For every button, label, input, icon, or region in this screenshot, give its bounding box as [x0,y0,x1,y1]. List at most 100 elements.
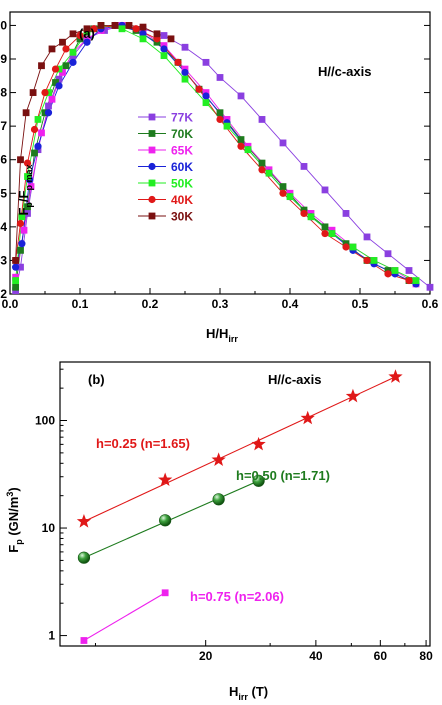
data-point-50k [18,213,26,221]
data-point-77k [216,74,224,81]
data-point-50k [202,99,210,107]
x-tick-label-a: 0.3 [212,297,229,311]
legend-marker-70k [148,130,156,137]
series-label-h050: h=0.50 (n=1.71) [236,468,330,483]
y-axis-label-b: Fp (GN/m3) [5,487,24,552]
tick-labels-b: 20 40 60 80 1 10 100 [35,414,433,663]
data-point-h-0-50-n-1-71 [252,474,265,487]
data-point-h-0-75-n-2-06 [80,637,88,644]
data-point-70k [31,149,38,157]
data-point-70k [216,109,224,117]
data-point-h-0-25-n-1-65 [345,388,361,403]
data-point-40k [76,31,84,40]
data-point-70k [52,79,59,86]
data-point-30k [111,22,119,29]
data-point-50k [307,213,315,221]
data-point-30k [167,35,175,43]
data-point-40k [62,45,70,53]
data-point-40k [237,142,245,150]
x-tick-label-b: 80 [419,649,433,663]
data-point-50k [223,122,231,130]
data-point-h-0-25-n-1-65 [388,369,403,383]
data-point-60k [69,58,77,66]
data-point-40k [23,159,32,167]
x-axis-label-a-main: H/H [206,326,228,341]
data-point-50k [265,169,273,177]
data-point-30k [139,23,147,31]
y-axis-label-a-s1: p [24,202,34,208]
y-tick-label-a: 0.6 [0,153,7,167]
y-axis-label-a-s2: p max [24,164,34,190]
data-point-70k [62,62,70,70]
data-point-77k [405,267,413,274]
series-line-40k [15,24,410,281]
legend-label-70k: 70K [171,127,193,141]
data-point-77k [160,32,168,39]
legend-marker-65k [148,146,156,154]
series-points-b [76,369,403,644]
data-point-40k [279,189,287,197]
data-point-h-0-25-n-1-65 [211,452,226,466]
data-point-65k [20,226,28,234]
legend-label-50k: 50K [171,177,193,191]
data-point-50k [412,277,420,284]
data-point-70k [24,203,31,211]
tick-marks-b [60,368,427,646]
fit-line-h-0-75-n-2-06 [83,592,166,641]
x-tick-label-a: 0.5 [352,297,369,311]
data-point-77k [363,233,371,241]
x-axis-label-b-sub: irr [238,692,248,702]
tick-marks-a [9,24,431,295]
x-axis-label-b: Hirr (T) [229,684,268,702]
data-point-40k [321,229,329,238]
data-point-30k [17,156,24,164]
data-point-70k [17,246,24,254]
x-axis-label-a: H/Hirr [206,326,238,344]
data-point-h-0-25-n-1-65 [300,410,315,425]
data-point-30k [38,62,45,70]
data-point-40k [132,25,140,33]
data-point-60k [34,142,42,150]
data-point-h-0-50-n-1-71 [212,493,225,506]
data-point-50k [286,193,294,201]
y-tick-label-a: 0.3 [0,253,7,267]
data-point-60k [44,109,53,117]
x-tick-label-a: 0.2 [142,297,159,311]
data-point-70k [237,136,245,143]
data-point-h-0-25-n-1-65 [251,436,266,451]
data-point-30k [12,257,19,264]
legend-label-65k: 65K [171,144,193,158]
data-point-77k [342,210,350,217]
legend-marker-50k [148,179,156,187]
data-point-50k [181,75,189,83]
data-point-h-0-50-n-1-71 [77,551,91,564]
y-axis-label-a-p2: /F [16,190,31,202]
data-point-40k [16,219,25,228]
y-tick-label-a: 0.7 [0,119,7,133]
y-axis-label-b-sup: 3 [5,492,15,497]
panel-a: 0.0 0.1 0.2 0.3 0.4 0.5 0.6 0.2 0.3 0.4 0.5 0.6 0.7 0… [0,11,439,344]
data-point-65k [48,95,56,103]
y-tick-label-a: 0.8 [0,86,7,100]
x-axis-label-a-sub: irr [228,334,238,344]
y-axis-label-a: Fp/Fp max [16,164,34,215]
data-point-h-0-25-n-1-65 [158,472,173,487]
data-point-60k [160,45,168,53]
data-point-60k [181,68,189,77]
data-point-h-0-50-n-1-71 [159,514,172,527]
legend-label-60k: 60K [171,160,193,174]
data-point-77k [55,75,63,83]
panel-label-a: (a) [79,26,95,41]
data-point-77k [17,263,24,271]
data-point-h-0-25-n-1-65 [76,514,92,528]
data-point-60k [18,240,26,248]
data-point-60k [12,263,20,271]
data-point-30k [125,22,133,29]
data-point-50k [244,146,252,154]
fit-line-h-0-50-n-1-71 [83,480,259,559]
data-point-40k [363,256,371,265]
x-tick-label-b: 60 [374,649,388,663]
data-point-30k [153,30,161,38]
data-point-77k [181,43,189,51]
data-point-70k [279,183,287,190]
